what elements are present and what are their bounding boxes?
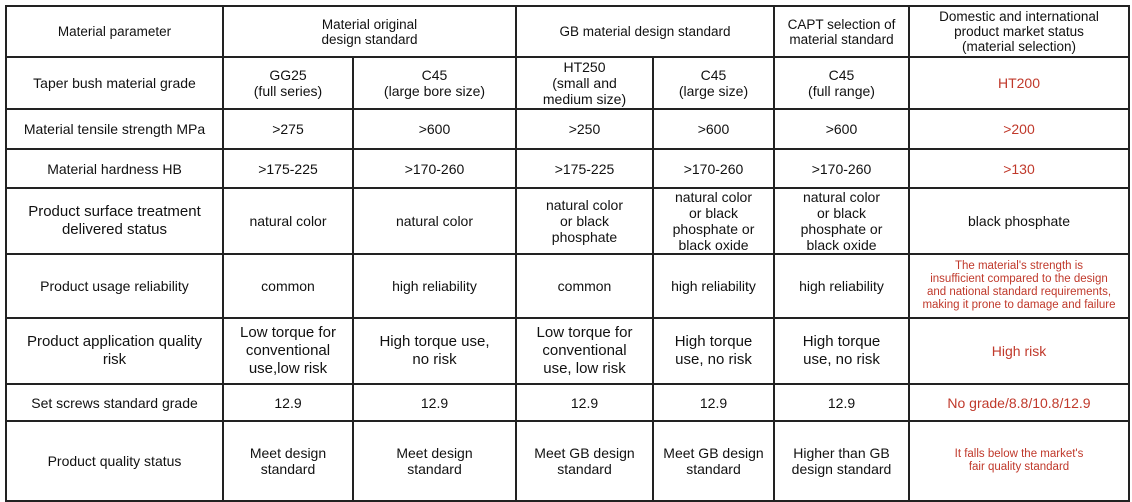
table-cell: common — [515, 253, 654, 319]
row-label: Material hardness HB — [5, 148, 224, 189]
table-cell: Meet GB design standard — [515, 420, 654, 502]
table-cell: natural color — [222, 187, 354, 255]
table-cell: >275 — [222, 108, 354, 150]
table-cell: High risk — [908, 317, 1130, 385]
table-cell: natural color — [352, 187, 517, 255]
table-cell: C45 (large size) — [652, 56, 775, 110]
table-cell: common — [222, 253, 354, 319]
table-cell: >600 — [652, 108, 775, 150]
table-cell: >170-260 — [773, 148, 910, 189]
table-cell: >600 — [773, 108, 910, 150]
table-cell: 12.9 — [515, 383, 654, 422]
table-cell: 12.9 — [352, 383, 517, 422]
table-cell: >175-225 — [222, 148, 354, 189]
table-cell: Meet design standard — [222, 420, 354, 502]
header-gb-standard: GB material design standard — [515, 5, 775, 58]
table-row: Set screws standard grade 12.9 12.9 12.9 12.… — [5, 383, 1130, 422]
table-cell: The material's strength is insufficient … — [908, 253, 1130, 319]
table-cell: natural color or black phosphate — [515, 187, 654, 255]
header-parameter: Material parameter — [5, 5, 224, 58]
table-cell: C45 (large bore size) — [352, 56, 517, 110]
header-market-status: Domestic and international product marke… — [908, 5, 1130, 58]
table-cell: >170-260 — [652, 148, 775, 189]
row-label: Product surface treatment delivered stat… — [5, 187, 224, 255]
row-label: Product quality status — [5, 420, 224, 502]
table-cell: High torque use, no risk — [652, 317, 775, 385]
table-row: Product application quality risk Low torq… — [5, 317, 1130, 385]
table-cell: No grade/8.8/10.8/12.9 — [908, 383, 1130, 422]
table-cell: 12.9 — [652, 383, 775, 422]
table-cell: high reliability — [773, 253, 910, 319]
row-label: Product application quality risk — [5, 317, 224, 385]
table-cell: natural color or black phosphate or blac… — [652, 187, 775, 255]
table-cell: >170-260 — [352, 148, 517, 189]
table-cell: >130 — [908, 148, 1130, 189]
table-cell: >250 — [515, 108, 654, 150]
table-cell: >200 — [908, 108, 1130, 150]
material-comparison-table: Material parameter Material original des… — [5, 5, 1130, 502]
header-original-standard: Material original design standard — [222, 5, 517, 58]
table-cell: 12.9 — [773, 383, 910, 422]
table-cell: Meet GB design standard — [652, 420, 775, 502]
table-cell: Meet design standard — [352, 420, 517, 502]
table-cell: Higher than GB design standard — [773, 420, 910, 502]
table-cell: high reliability — [352, 253, 517, 319]
row-label: Taper bush material grade — [5, 56, 224, 110]
table-cell: High torque use, no risk — [352, 317, 517, 385]
row-label: Product usage reliability — [5, 253, 224, 319]
table-row: Taper bush material grade GG25 (full seri… — [5, 56, 1130, 110]
table-cell: GG25 (full series) — [222, 56, 354, 110]
table-row: Product surface treatment delivered stat… — [5, 187, 1130, 255]
table-cell: Low torque for conventional use,low risk — [222, 317, 354, 385]
table-row: Material tensile strength MPa >275 >600 >25… — [5, 108, 1130, 150]
header-row: Material parameter Material original des… — [5, 5, 1130, 58]
table-cell: >175-225 — [515, 148, 654, 189]
table-cell: C45 (full range) — [773, 56, 910, 110]
table-cell: Low torque for conventional use, low ris… — [515, 317, 654, 385]
table-cell: black phosphate — [908, 187, 1130, 255]
table-row: Material hardness HB >175-225 >170-260 >175… — [5, 148, 1130, 189]
table-cell: HT200 — [908, 56, 1130, 110]
row-label: Set screws standard grade — [5, 383, 224, 422]
table-cell: It falls below the market's fair quality… — [908, 420, 1130, 502]
table-cell: HT250 (small and medium size) — [515, 56, 654, 110]
table-cell: High torque use, no risk — [773, 317, 910, 385]
row-label: Material tensile strength MPa — [5, 108, 224, 150]
table-cell: high reliability — [652, 253, 775, 319]
table-row: Product quality status Meet design standa… — [5, 420, 1130, 502]
header-capt-standard: CAPT selection of material standard — [773, 5, 910, 58]
table-row: Product usage reliability common high reli… — [5, 253, 1130, 319]
table-cell: 12.9 — [222, 383, 354, 422]
table-cell: >600 — [352, 108, 517, 150]
table-cell: natural color or black phosphate or blac… — [773, 187, 910, 255]
